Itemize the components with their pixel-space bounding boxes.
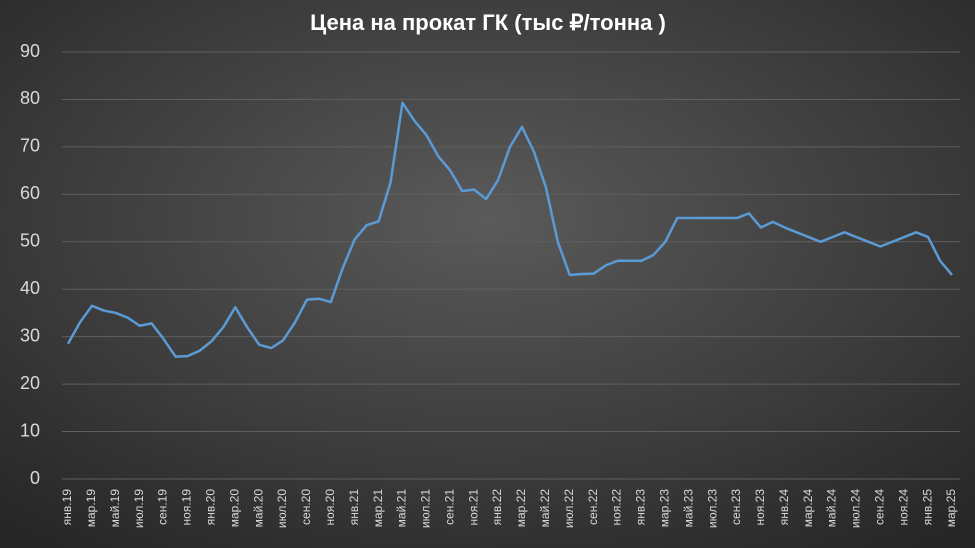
x-tick-label: янв.22 xyxy=(490,489,504,526)
y-tick-label: 60 xyxy=(20,183,40,203)
y-tick-label: 40 xyxy=(20,278,40,298)
x-tick-label: янв.20 xyxy=(204,489,218,526)
x-tick-label: мар.22 xyxy=(514,489,528,528)
y-tick-label: 80 xyxy=(20,88,40,108)
x-tick-label: янв.21 xyxy=(347,489,361,526)
x-tick-label: сен.23 xyxy=(729,489,743,525)
x-tick-label: май.20 xyxy=(251,489,265,528)
x-tick-label: ноя.22 xyxy=(610,489,624,526)
x-tick-label: июл.19 xyxy=(132,489,146,528)
x-tick-label: сен.24 xyxy=(872,489,886,525)
x-tick-label: мар.24 xyxy=(801,489,815,528)
x-tick-label: май.19 xyxy=(108,489,122,528)
x-tick-label: июл.21 xyxy=(419,489,433,528)
x-tick-label: мар.23 xyxy=(657,489,671,528)
x-tick-label: сен.22 xyxy=(586,489,600,525)
x-tick-label: янв.25 xyxy=(920,489,934,526)
y-tick-label: 30 xyxy=(20,325,40,345)
x-tick-label: июл.24 xyxy=(849,489,863,528)
x-tick-label: мар.19 xyxy=(84,489,98,528)
x-tick-label: ноя.23 xyxy=(753,489,767,526)
x-tick-label: мар.21 xyxy=(371,489,385,528)
chart-title: Цена на прокат ГК (тыс ₽/тонна ) xyxy=(310,10,666,35)
x-tick-label: май.21 xyxy=(395,489,409,528)
x-tick-label: мар.25 xyxy=(944,489,958,528)
x-tick-label: май.22 xyxy=(538,489,552,528)
x-tick-label: июл.23 xyxy=(705,489,719,528)
x-tick-label: ноя.21 xyxy=(466,489,480,526)
y-tick-label: 50 xyxy=(20,231,40,251)
x-tick-label: мар.20 xyxy=(227,489,241,528)
x-tick-label: ноя.20 xyxy=(323,489,337,526)
y-tick-label: 90 xyxy=(20,41,40,61)
x-tick-label: ноя.24 xyxy=(896,489,910,526)
x-tick-label: май.24 xyxy=(825,489,839,528)
x-tick-label: сен.19 xyxy=(156,489,170,525)
x-tick-label: ноя.19 xyxy=(180,489,194,526)
x-tick-label: янв.19 xyxy=(60,489,74,526)
y-tick-label: 10 xyxy=(20,420,40,440)
y-tick-label: 70 xyxy=(20,136,40,156)
x-tick-label: май.23 xyxy=(681,489,695,528)
x-tick-label: янв.24 xyxy=(777,489,791,526)
y-tick-label: 0 xyxy=(30,468,40,488)
y-tick-label: 20 xyxy=(20,373,40,393)
data-line xyxy=(66,101,953,358)
x-tick-label: сен.21 xyxy=(442,489,456,525)
x-tick-label: сен.20 xyxy=(299,489,313,525)
x-tick-label: июл.20 xyxy=(275,489,289,528)
x-tick-label: июл.22 xyxy=(562,489,576,528)
x-tick-label: янв.23 xyxy=(634,489,648,526)
